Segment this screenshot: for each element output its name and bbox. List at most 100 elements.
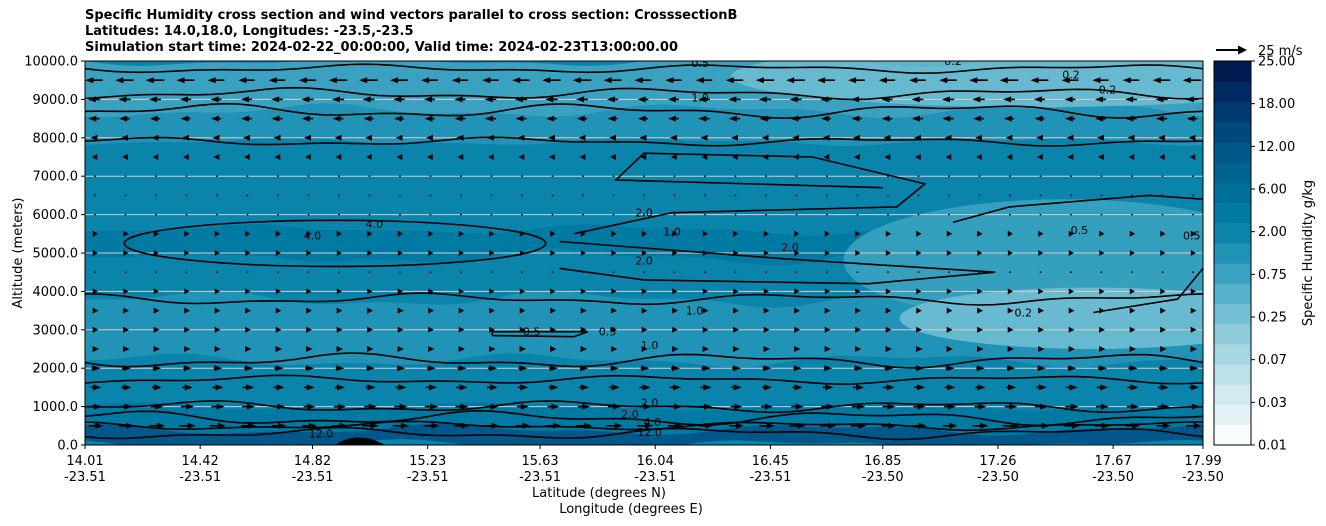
wind-vector-dot xyxy=(826,175,828,178)
wind-vector-head xyxy=(823,154,830,160)
wind-vector xyxy=(763,307,770,314)
contour-closed-05 xyxy=(491,330,589,338)
wind-vector-head xyxy=(548,134,555,141)
wind-vector xyxy=(1190,288,1196,295)
wind-vector xyxy=(1097,154,1104,160)
colorbar-segment-6 xyxy=(1214,303,1251,325)
wind-vector xyxy=(848,77,865,84)
wind-vector xyxy=(118,422,135,429)
wind-vector-head xyxy=(1094,96,1103,103)
wind-vector xyxy=(672,346,679,352)
wind-vector-head xyxy=(672,307,678,314)
wind-vector-head xyxy=(609,134,616,141)
wind-vector-head xyxy=(1064,115,1073,122)
wind-vector xyxy=(755,77,775,84)
wind-vector-head xyxy=(1160,384,1169,391)
dry-patch-right-top xyxy=(731,61,1203,108)
wind-vector xyxy=(366,154,372,160)
wind-vector-dot xyxy=(124,175,127,178)
wind-vector xyxy=(426,134,433,141)
wind-vector-head xyxy=(184,230,190,237)
wind-vector xyxy=(765,175,767,178)
wind-vector-dot xyxy=(551,213,554,216)
wind-vector xyxy=(367,346,374,352)
wind-vector-head xyxy=(153,365,162,372)
wind-vector-head xyxy=(642,384,651,391)
wind-vector xyxy=(551,194,554,197)
wind-vector-dot xyxy=(1009,194,1011,197)
wind-vector-dot xyxy=(673,175,676,178)
wind-vector xyxy=(367,288,373,295)
wind-vector xyxy=(856,213,859,216)
wind-vector-head xyxy=(367,288,373,295)
wind-vector xyxy=(245,326,251,333)
wind-vector-head xyxy=(246,403,255,410)
wind-vector xyxy=(761,403,773,410)
wind-vector-head xyxy=(857,403,866,410)
wind-vector xyxy=(277,175,279,178)
wind-vector xyxy=(180,115,191,122)
wind-vector-head xyxy=(306,288,312,295)
wind-vector-head xyxy=(367,346,374,352)
wind-vector-head xyxy=(396,154,403,160)
wind-vector xyxy=(1034,403,1049,410)
wind-vector-dot xyxy=(826,213,828,216)
wind-vector xyxy=(702,250,708,256)
colorbar-tick-label: 0.25 xyxy=(1258,311,1287,326)
wind-vector-head xyxy=(733,365,742,372)
x-tick-label-lon: -23.50 xyxy=(862,470,904,485)
wind-vector-head xyxy=(949,422,958,429)
wind-vector xyxy=(1065,403,1079,410)
wind-vector-head xyxy=(245,288,251,295)
wind-vector xyxy=(304,384,315,391)
wind-vector-head xyxy=(519,365,528,372)
wind-vector xyxy=(881,422,897,429)
wind-vector xyxy=(1034,115,1045,122)
wind-vector xyxy=(580,230,586,237)
wind-vector-head xyxy=(1092,77,1101,84)
wind-vector-dot xyxy=(856,271,859,274)
wind-vector-head xyxy=(1129,230,1136,237)
wind-vector-head xyxy=(306,346,313,352)
wind-vector-dot xyxy=(399,271,401,274)
wind-vector xyxy=(151,384,163,391)
wind-vector-head xyxy=(972,96,981,103)
wind-vector xyxy=(241,115,252,122)
wind-vector-dot xyxy=(551,194,554,197)
wind-vector-head xyxy=(119,115,128,122)
wind-vector xyxy=(640,154,647,160)
x-tick-label-lat: 15.63 xyxy=(521,454,558,469)
wind-vector-head xyxy=(182,134,189,141)
colorbar-segment-8 xyxy=(1214,263,1251,284)
wind-vector-head xyxy=(451,77,460,84)
wind-vector-head xyxy=(698,96,707,103)
wind-vector xyxy=(182,384,193,391)
wind-vector-head xyxy=(1099,326,1105,333)
wind-vector xyxy=(521,271,523,274)
wind-vector xyxy=(638,403,652,410)
wind-vector xyxy=(1190,307,1197,314)
wind-vector xyxy=(913,134,922,141)
wind-vector xyxy=(612,194,615,197)
wind-vector-head xyxy=(520,384,529,391)
wind-vector-dot xyxy=(277,213,279,216)
wind-vector xyxy=(397,230,403,237)
wind-vector xyxy=(421,77,438,84)
wind-vector xyxy=(641,307,648,314)
wind-vector-head xyxy=(275,365,284,372)
wind-vector-head xyxy=(1070,403,1079,410)
wind-vector-head xyxy=(1128,154,1135,160)
wind-vector-dot xyxy=(765,194,767,197)
y-tick-label: 7000.0 xyxy=(33,170,79,185)
wind-vector xyxy=(942,422,958,429)
wind-vector xyxy=(364,403,377,410)
wind-vector-head xyxy=(826,403,835,410)
wind-vector-head xyxy=(486,134,495,141)
wind-vector xyxy=(977,346,984,352)
wind-vector-head xyxy=(1160,326,1166,333)
wind-vector-head xyxy=(1038,250,1044,256)
wind-vector-head xyxy=(1007,326,1014,333)
wind-vector xyxy=(704,194,706,197)
wind-vector xyxy=(396,365,406,372)
wind-vector-head xyxy=(980,422,989,429)
